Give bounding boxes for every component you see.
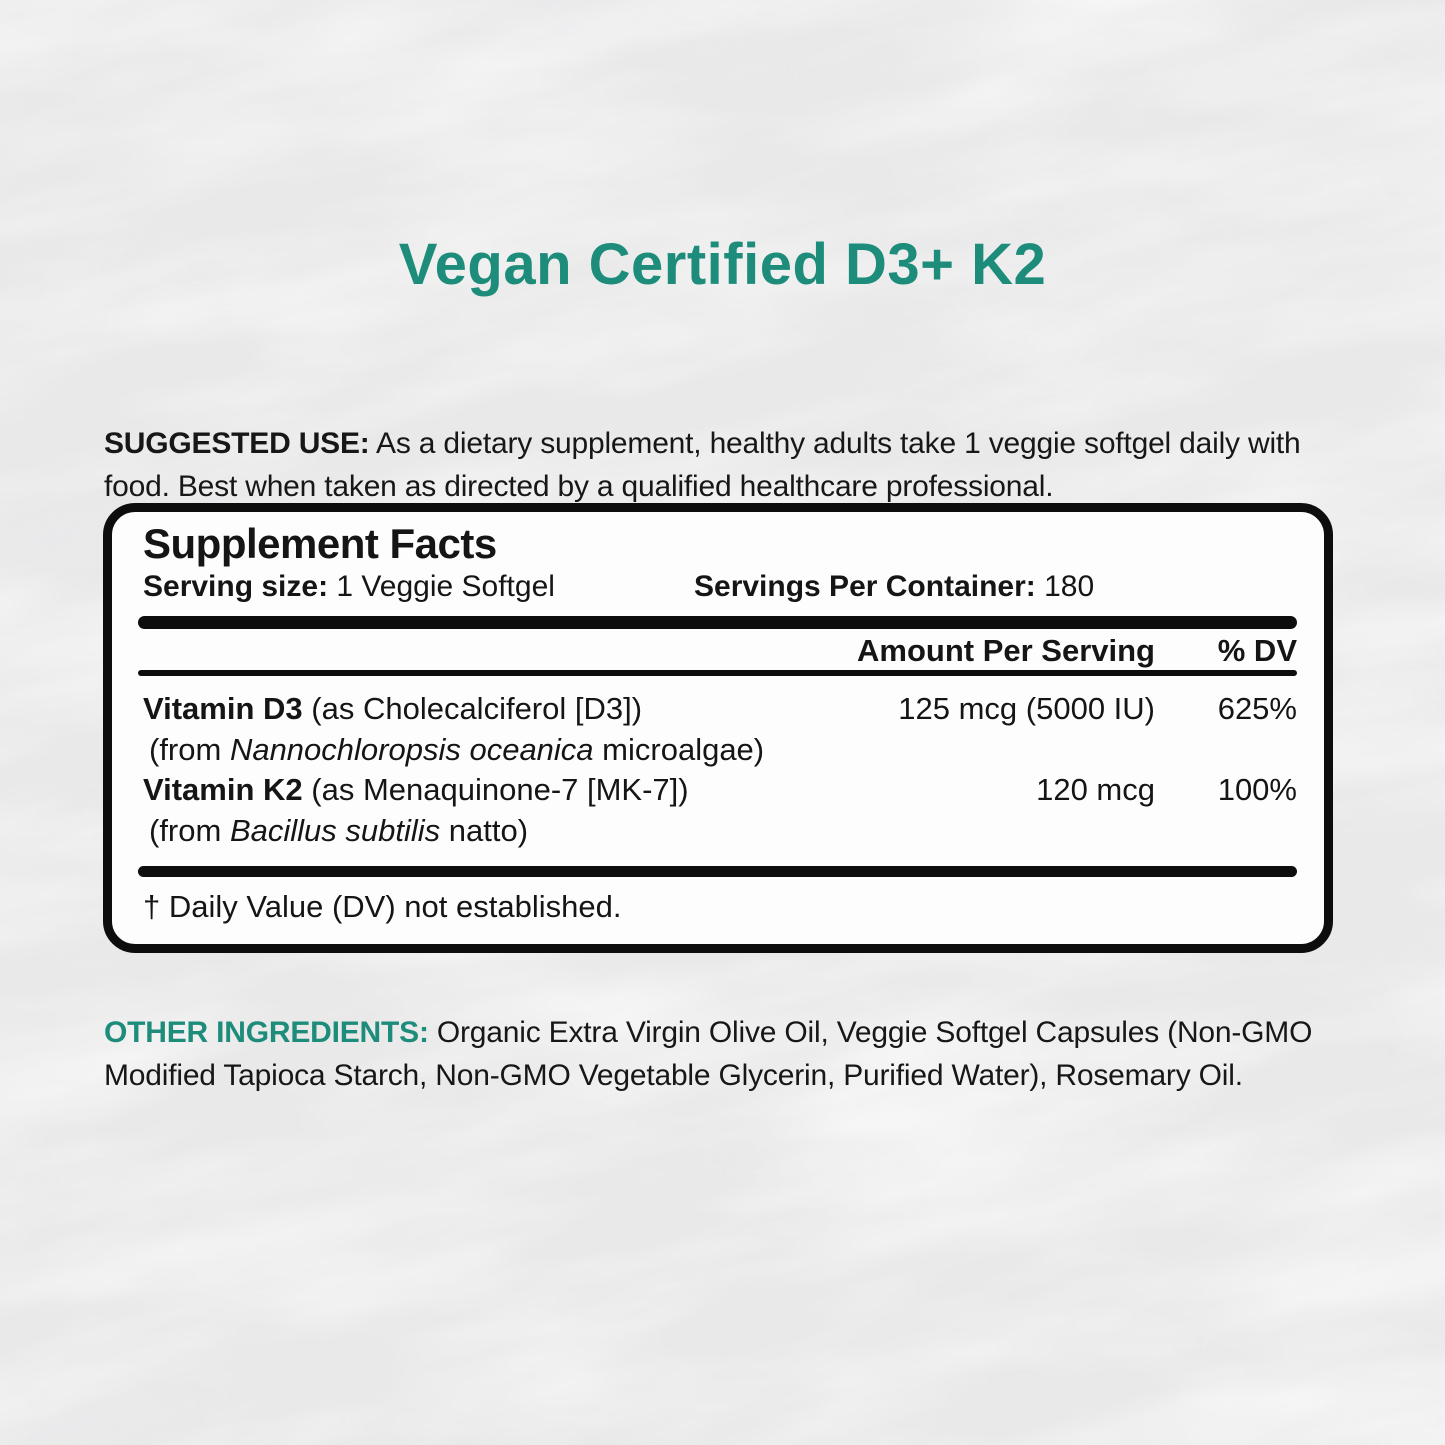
serving-size: Serving size: 1 Veggie Softgel <box>143 570 555 603</box>
divider-medium <box>138 866 1297 877</box>
servings-per-container-label: Servings Per Container: <box>694 570 1036 603</box>
product-title: Vegan Certified D3+ K2 <box>398 231 1047 297</box>
nutrient-amount: 120 mcg <box>1036 772 1155 807</box>
supplement-facts-panel: Supplement Facts Serving size: 1 Veggie … <box>103 503 1333 953</box>
supplement-facts-heading: Supplement Facts <box>143 520 497 567</box>
species-name: Nannochloropsis oceanica <box>229 732 594 767</box>
divider-thick <box>138 616 1297 629</box>
nutrient-amount: 125 mcg (5000 IU) <box>898 691 1155 726</box>
serving-size-value: 1 Veggie Softgel <box>328 570 555 603</box>
nutrient-dv: 100% <box>1217 772 1297 807</box>
suggested-use-paragraph: SUGGESTED USE: As a dietary supplement, … <box>104 423 1366 508</box>
fact-row-vitamin-d3-source: (from Nannochloropsis oceanica microalga… <box>149 732 765 767</box>
column-header-amount: Amount Per Serving <box>857 633 1155 668</box>
other-ingredients-label: OTHER INGREDIENTS: <box>104 1016 429 1049</box>
serving-info-row: Serving size: 1 Veggie Softgel Servings … <box>143 570 1297 604</box>
nutrient-name: Vitamin K2 (as Menaquinone-7 [MK-7]) <box>143 772 689 807</box>
serving-size-label: Serving size: <box>143 570 329 603</box>
fact-row-vitamin-k2-source: (from Bacillus subtilis natto) <box>149 813 529 848</box>
fact-row-vitamin-k2: Vitamin K2 (as Menaquinone-7 [MK-7]) 120… <box>143 772 1297 808</box>
servings-per-container: Servings Per Container: 180 <box>694 570 1094 604</box>
nutrient-dv: 625% <box>1217 691 1297 726</box>
column-header-dv: % DV <box>1217 633 1297 668</box>
other-ingredients-paragraph: OTHER INGREDIENTS: Organic Extra Virgin … <box>104 1011 1366 1097</box>
other-ingredients-text: Organic Extra Virgin Olive Oil, Veggie S… <box>104 1016 1313 1092</box>
divider-thin <box>138 670 1297 676</box>
suggested-use-label: SUGGESTED USE: <box>104 427 370 460</box>
suggested-use-text: As a dietary supplement, healthy adults … <box>104 427 1301 503</box>
daily-value-footnote: † Daily Value (DV) not established. <box>143 889 622 924</box>
servings-per-container-value: 180 <box>1035 570 1095 603</box>
species-name: Bacillus subtilis <box>229 813 441 848</box>
nutrient-name: Vitamin D3 (as Cholecalciferol [D3]) <box>143 691 643 726</box>
fact-row-vitamin-d3: Vitamin D3 (as Cholecalciferol [D3]) 125… <box>143 691 1297 727</box>
